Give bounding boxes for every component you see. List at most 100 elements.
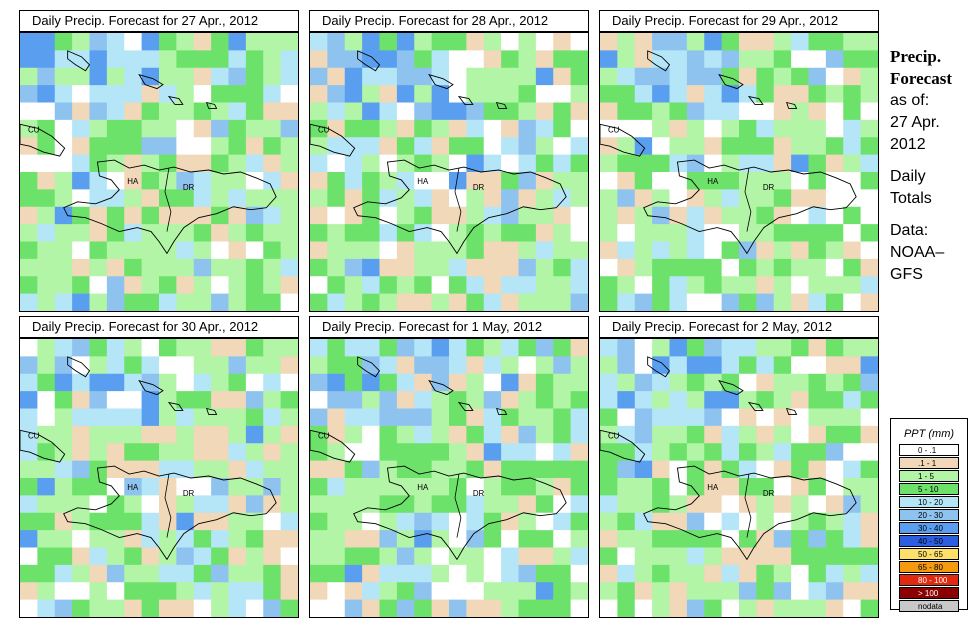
precip-cell <box>570 206 588 225</box>
precip-cell <box>280 339 298 357</box>
precip-cell <box>106 512 125 531</box>
precip-cell <box>570 224 588 242</box>
precip-cell <box>37 206 56 225</box>
precip-cell <box>843 495 862 514</box>
precip-cell <box>72 599 90 617</box>
precip-cell <box>228 102 247 121</box>
precip-cell <box>483 293 502 311</box>
precip-cell <box>124 85 143 103</box>
island-coastline <box>138 379 164 396</box>
precip-cell <box>570 512 588 531</box>
precip-cell <box>327 408 346 427</box>
precip-cell <box>617 512 636 531</box>
precip-cell <box>379 356 398 375</box>
precip-cell <box>141 172 160 190</box>
precip-cell <box>739 258 757 277</box>
precip-cell <box>344 224 363 242</box>
precip-cell <box>634 137 653 156</box>
precip-cell <box>280 119 298 138</box>
precip-cell <box>773 391 792 409</box>
precip-cell <box>327 443 346 462</box>
precip-cell <box>791 599 809 617</box>
precip-cell <box>37 258 56 277</box>
precip-cell <box>414 119 433 138</box>
precip-cell <box>652 547 670 566</box>
precip-cell <box>89 495 108 514</box>
precip-cell <box>211 564 229 583</box>
precip-cell <box>449 206 467 225</box>
precip-cell <box>634 276 653 295</box>
precip-cell <box>263 224 282 242</box>
precip-cell <box>535 478 554 496</box>
precip-cell <box>825 564 844 583</box>
precip-cell <box>159 293 177 311</box>
precip-cell <box>686 356 705 375</box>
precip-cell <box>669 495 688 514</box>
precip-cell <box>773 425 792 444</box>
precip-cell <box>617 258 636 277</box>
precip-cell <box>739 33 757 51</box>
precip-cell <box>20 564 38 583</box>
precip-cell <box>686 241 705 260</box>
precip-cell <box>669 102 688 121</box>
precip-cell <box>124 425 143 444</box>
precip-cell <box>431 478 450 496</box>
precip-cell <box>652 224 670 242</box>
precip-cell <box>449 373 467 392</box>
precip-cell <box>600 33 618 51</box>
precip-cell <box>211 67 229 86</box>
precip-cell <box>553 293 572 311</box>
precip-cell <box>739 206 757 225</box>
precip-cell <box>704 530 723 548</box>
precip-cell <box>37 564 56 583</box>
precip-cell <box>379 224 398 242</box>
precip-cell <box>280 50 298 69</box>
precip-cell <box>449 172 467 190</box>
precip-cell <box>483 373 502 392</box>
precip-cell <box>327 547 346 566</box>
precip-cell <box>362 373 380 392</box>
precip-cell <box>686 599 705 617</box>
precip-cell <box>159 224 177 242</box>
precip-cell <box>553 582 572 601</box>
precip-cell <box>449 339 467 357</box>
precip-cell <box>193 478 212 496</box>
precip-cell <box>228 530 247 548</box>
precip-cell <box>141 33 160 51</box>
precip-cell <box>686 206 705 225</box>
precip-cell <box>704 373 723 392</box>
precip-cell <box>652 460 670 479</box>
precip-cell <box>141 391 160 409</box>
precip-cell <box>414 293 433 311</box>
precip-cell <box>825 276 844 295</box>
precip-cell <box>89 356 108 375</box>
precip-cell <box>159 137 177 156</box>
precip-cell <box>860 478 878 496</box>
precip-cell <box>37 276 56 295</box>
precip-cell <box>263 293 282 311</box>
precip-cell <box>553 50 572 69</box>
legend-entry: 1 - 5 <box>899 470 967 483</box>
precip-cell <box>501 425 519 444</box>
precip-cell <box>414 172 433 190</box>
precip-cell <box>773 102 792 121</box>
precip-cell <box>141 512 160 531</box>
precip-cell <box>686 154 705 173</box>
precip-cell <box>518 67 537 86</box>
precip-cell <box>773 547 792 566</box>
precip-cell <box>228 206 247 225</box>
precip-cell <box>773 443 792 462</box>
precip-cell <box>379 391 398 409</box>
precip-map: CU HA DR <box>599 338 879 618</box>
precip-cell <box>518 443 537 462</box>
precip-cell <box>791 339 809 357</box>
precip-cell <box>362 276 380 295</box>
precip-cell <box>263 85 282 103</box>
precip-cell <box>756 119 775 138</box>
precip-cell <box>466 102 485 121</box>
precip-cell <box>860 373 878 392</box>
precip-cell <box>756 206 775 225</box>
precip-cell <box>721 119 740 138</box>
precip-cell <box>570 530 588 548</box>
precip-cell <box>344 50 363 69</box>
